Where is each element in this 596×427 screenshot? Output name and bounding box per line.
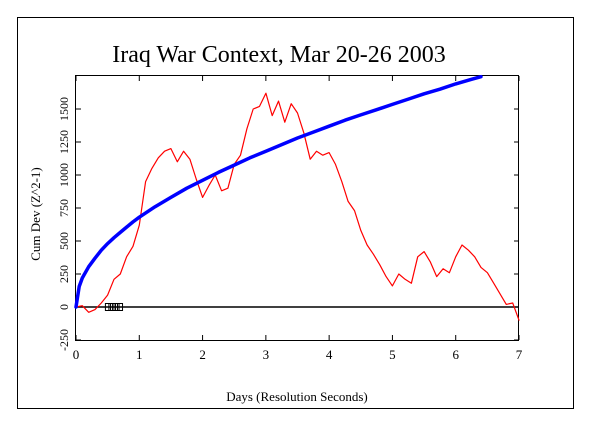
significance-envelope-line — [74, 74, 483, 309]
chart-frame: Iraq War Context, Mar 20-26 2003 -250 0 25… — [17, 17, 574, 409]
x-tick-label: 4 — [326, 347, 333, 362]
y-tick-label: 1500 — [57, 97, 71, 121]
chart-svg: Iraq War Context, Mar 20-26 2003 -250025… — [28, 42, 523, 404]
x-tick-label: 6 — [452, 347, 459, 362]
y-axis-label: Cum Dev (Z^2-1) — [28, 167, 43, 260]
y-tick-label: 1250 — [57, 130, 71, 154]
y-tick-label: -250 — [57, 329, 71, 351]
x-tick-label: 7 — [516, 347, 523, 362]
y-tick-label: 500 — [57, 232, 71, 250]
y-axis-ticks: -250 0 250 500 750 1000 1250 1500 — [57, 97, 519, 351]
y-tick-label: 0 — [57, 304, 71, 310]
x-tick-label: 2 — [199, 347, 206, 362]
x-tick-label: 5 — [389, 347, 396, 362]
y-tick-label: 750 — [57, 199, 71, 217]
series-layer — [74, 74, 520, 321]
x-axis-ticks: 0 1 2 3 4 5 6 7 — [73, 76, 523, 362]
x-tick-label: 1 — [136, 347, 143, 362]
y-tick-label: 250 — [57, 265, 71, 283]
y-tick-label: 1000 — [57, 163, 71, 187]
x-tick-label: 0 — [73, 347, 80, 362]
x-axis-label: Days (Resolution Seconds) — [226, 389, 368, 404]
marker-layer — [104, 303, 124, 311]
x-tick-label: 3 — [263, 347, 270, 362]
chart-title: Iraq War Context, Mar 20-26 2003 — [112, 42, 446, 68]
observed-cumdev-line — [75, 92, 520, 321]
